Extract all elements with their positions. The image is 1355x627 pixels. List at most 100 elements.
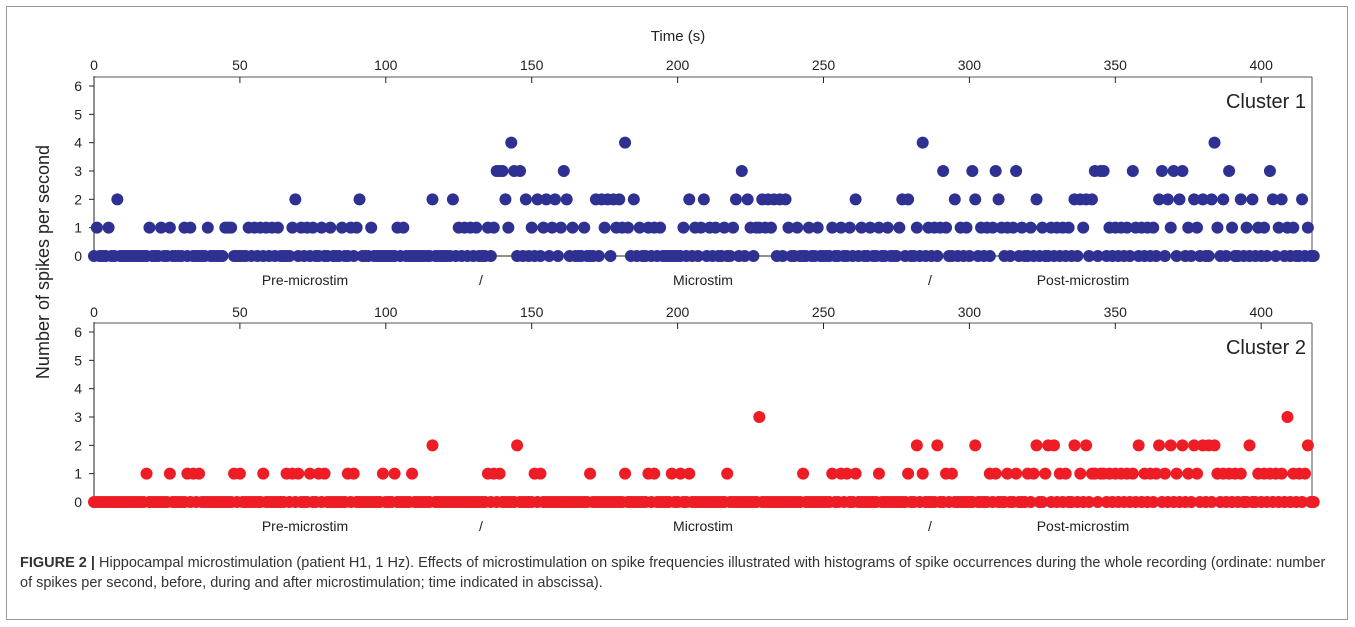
data-point (376, 467, 389, 480)
data-point (1024, 221, 1037, 234)
data-point (1004, 250, 1017, 262)
data-point (931, 439, 944, 452)
data-point (1024, 496, 1037, 508)
data-point (674, 467, 687, 480)
y-tick-label: 1 (74, 466, 82, 482)
cluster-label: Cluster 1 (1226, 91, 1306, 113)
data-point (315, 221, 328, 234)
data-point (487, 221, 500, 234)
data-point (1191, 221, 1204, 234)
data-point (843, 221, 856, 234)
data-point (1071, 250, 1084, 262)
data-point (143, 221, 156, 234)
y-tick-label: 1 (74, 220, 82, 236)
data-point (1185, 250, 1198, 262)
data-point (969, 193, 982, 206)
data-point (537, 221, 550, 234)
data-point (1123, 250, 1136, 262)
y-tick-label: 3 (74, 163, 82, 179)
data-point (1132, 439, 1145, 452)
data-point (633, 221, 646, 234)
data-point (776, 250, 789, 262)
x-tick-label: 100 (374, 57, 398, 73)
data-point (826, 467, 839, 480)
data-point (683, 467, 696, 480)
data-point (406, 467, 419, 480)
data-point (1036, 221, 1049, 234)
data-point (1182, 221, 1195, 234)
x-tick-label: 50 (232, 304, 248, 320)
data-point (1120, 221, 1133, 234)
data-point (1301, 221, 1314, 234)
data-point (782, 221, 795, 234)
phase-label: / (479, 518, 483, 534)
data-point (502, 221, 515, 234)
data-point (1036, 496, 1049, 508)
data-point (855, 221, 868, 234)
y-tick-label: 0 (74, 494, 82, 510)
x-tick-label: 0 (90, 304, 98, 320)
data-point (791, 221, 804, 234)
data-point (986, 221, 999, 234)
data-point (960, 221, 973, 234)
data-point (397, 221, 410, 234)
data-point (709, 221, 722, 234)
data-point (937, 165, 950, 177)
data-point (1261, 250, 1274, 262)
data-point (797, 467, 810, 480)
x-tick-label: 200 (666, 304, 690, 320)
data-point (1296, 496, 1309, 508)
phase-label: / (479, 272, 483, 288)
data-point (1091, 496, 1104, 508)
data-point (849, 467, 862, 480)
data-point (1301, 439, 1314, 452)
data-point (729, 193, 742, 206)
data-point (735, 165, 748, 177)
data-point (496, 165, 509, 177)
data-point (604, 250, 617, 262)
data-point (534, 467, 547, 480)
data-point (1296, 193, 1309, 206)
data-point (257, 467, 270, 480)
data-point (283, 250, 296, 262)
data-point (724, 250, 737, 262)
data-point (940, 221, 953, 234)
data-point (627, 193, 640, 206)
data-point (1164, 221, 1177, 234)
data-point (347, 467, 360, 480)
data-point (948, 193, 961, 206)
data-point (484, 250, 497, 262)
data-point (271, 221, 284, 234)
data-point (966, 165, 979, 177)
data-point (540, 193, 553, 206)
data-point (1027, 467, 1040, 480)
data-point (1263, 165, 1276, 177)
data-point (881, 221, 894, 234)
data-point (1223, 165, 1236, 177)
data-point (864, 221, 877, 234)
data-point (779, 193, 792, 206)
data-point (1307, 496, 1320, 508)
data-point (1147, 221, 1160, 234)
data-point (872, 221, 885, 234)
data-point (989, 467, 1002, 480)
data-point (648, 467, 661, 480)
data-point (303, 467, 316, 480)
phase-label: / (928, 518, 932, 534)
figure-caption-text: Hippocampal microstimulation (patient H1… (20, 555, 1326, 591)
data-point (1258, 221, 1271, 234)
data-point (1048, 439, 1061, 452)
data-point (1188, 193, 1201, 206)
data-point (350, 221, 363, 234)
data-point (111, 193, 124, 206)
data-point (694, 221, 707, 234)
data-point (1298, 467, 1311, 480)
data-point (718, 221, 731, 234)
phase-label: Pre-microstim (262, 518, 348, 534)
data-point (969, 439, 982, 452)
data-point (916, 136, 929, 149)
phase-label: Microstim (673, 518, 733, 534)
data-point (566, 221, 579, 234)
data-point (1155, 165, 1168, 177)
data-point (1173, 193, 1186, 206)
